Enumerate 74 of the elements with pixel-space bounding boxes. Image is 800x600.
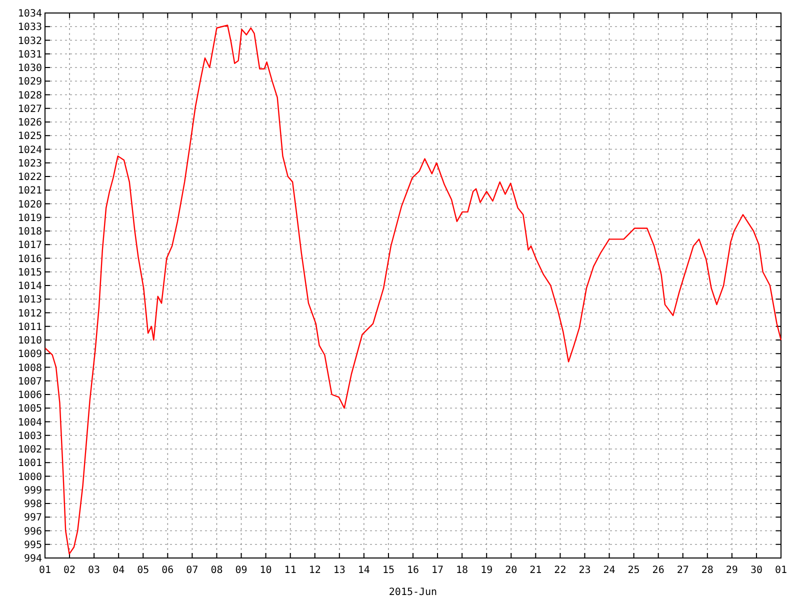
y-tick-label: 1020 xyxy=(18,199,42,210)
x-tick-label: 16 xyxy=(406,565,420,576)
y-tick-label: 1028 xyxy=(18,90,42,102)
y-tick-label: 1032 xyxy=(18,36,42,47)
y-tick-label: 1027 xyxy=(18,104,42,115)
line-series xyxy=(44,24,782,555)
y-tick-label: 1016 xyxy=(18,254,42,265)
y-tick-label: 998 xyxy=(24,499,42,510)
x-tick-label: 12 xyxy=(308,565,321,576)
y-tick-label: 1000 xyxy=(18,472,42,483)
x-tick-label: 10 xyxy=(260,565,272,576)
x-tick-label: 13 xyxy=(333,565,346,576)
x-tick-label: 27 xyxy=(676,565,689,576)
x-tick-label: 02 xyxy=(64,565,76,576)
y-tick-label: 1001 xyxy=(18,458,42,470)
y-tick-label: 1031 xyxy=(18,49,42,60)
x-axis-title: 2015-Jun xyxy=(388,587,438,598)
x-tick-label: 09 xyxy=(235,565,248,576)
x-tick-label: 15 xyxy=(382,565,394,576)
y-tick-label: 1009 xyxy=(18,349,42,360)
y-tick-label: 1014 xyxy=(18,281,42,292)
x-tick-label: 30 xyxy=(750,565,762,576)
x-tick-label: 08 xyxy=(210,565,223,576)
y-tick-label: 1018 xyxy=(18,226,42,238)
y-tick-label: 1002 xyxy=(18,444,42,456)
y-tick-label: 1017 xyxy=(18,240,42,252)
x-tick-label: 18 xyxy=(456,565,468,576)
y-tick-label: 1023 xyxy=(18,158,42,170)
x-tick-label: 19 xyxy=(480,565,493,576)
y-tick-label: 1003 xyxy=(18,430,42,442)
x-tick-label: 24 xyxy=(603,565,616,576)
y-tick-label: 1011 xyxy=(18,322,42,333)
x-tick-label: 14 xyxy=(358,565,370,576)
y-tick-label: 1007 xyxy=(18,376,42,388)
x-tick-label: 25 xyxy=(628,565,640,576)
x-tick-label: 06 xyxy=(162,565,174,576)
y-tick-label: 1029 xyxy=(18,76,42,88)
y-tick-label: 1025 xyxy=(18,131,42,142)
y-tick-label: 1026 xyxy=(18,118,42,128)
y-tick-label: 997 xyxy=(24,512,42,524)
x-tick-label: 28 xyxy=(701,565,714,576)
y-tick-label: 1005 xyxy=(18,404,42,415)
y-tick-label: 1015 xyxy=(18,267,42,278)
y-tick-label: 1008 xyxy=(18,362,42,374)
x-tick-label: 05 xyxy=(137,565,150,576)
x-tick-label: 22 xyxy=(554,565,566,576)
x-tick-label: 23 xyxy=(578,565,591,576)
x-tick-label: 07 xyxy=(186,565,198,576)
y-tick-label: 996 xyxy=(24,526,42,538)
y-tick-label: 1004 xyxy=(18,417,42,428)
x-tick-label: 26 xyxy=(652,565,664,576)
y-tick-label: 1033 xyxy=(18,22,42,34)
y-tick-label: 1012 xyxy=(18,308,42,320)
y-tick-label: 1022 xyxy=(18,172,42,183)
x-tick-label: 11 xyxy=(284,565,296,576)
y-tick-label: 1010 xyxy=(18,336,42,346)
y-tick-label: 994 xyxy=(24,554,42,564)
y-tick-label: 1021 xyxy=(18,186,42,197)
y-tick-label: 1024 xyxy=(18,144,42,156)
x-tick-label: 01 xyxy=(774,565,788,576)
y-tick-label: 1006 xyxy=(18,390,42,401)
y-tick-label: 1019 xyxy=(18,212,42,224)
y-tick-label: 1013 xyxy=(18,294,42,306)
y-tick-label: 1030 xyxy=(18,63,42,74)
x-tick-label: 20 xyxy=(505,565,518,576)
x-tick-label: 01 xyxy=(38,565,52,576)
y-tick-label: 999 xyxy=(24,485,42,496)
y-tick-label: 995 xyxy=(24,540,42,551)
x-tick-label: 21 xyxy=(530,565,542,576)
y-tick-label: 1034 xyxy=(18,8,42,20)
x-tick-label: 04 xyxy=(112,565,125,576)
x-tick-label: 29 xyxy=(726,565,738,576)
x-tick-label: 03 xyxy=(88,565,100,576)
x-tick-label: 17 xyxy=(432,565,444,576)
